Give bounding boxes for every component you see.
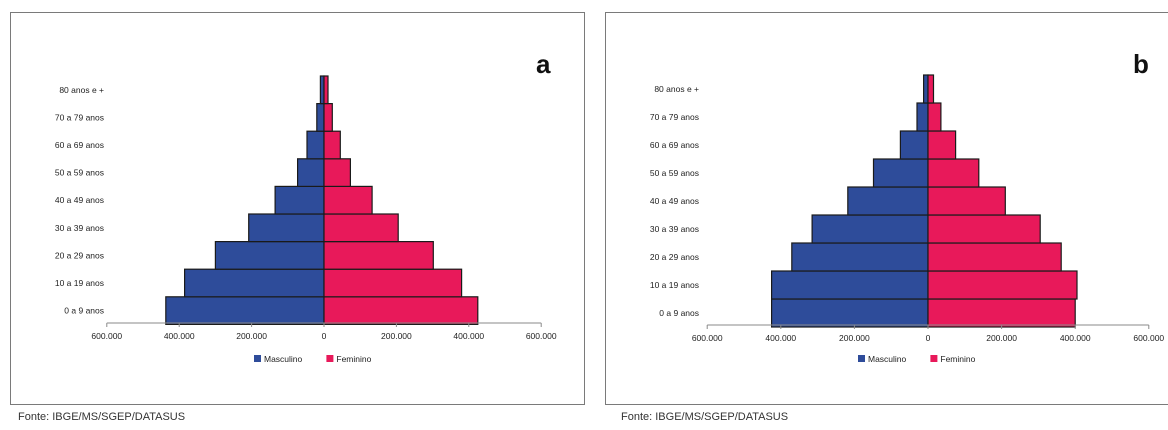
- bar-feminino-1: [927, 270, 1078, 300]
- bar-feminino-5: [927, 158, 980, 188]
- bar-masculino-2: [214, 241, 325, 270]
- legend-label-masculino: Masculino: [868, 354, 907, 364]
- bar-masculino-1: [771, 270, 929, 300]
- bar-masculino-6: [306, 130, 325, 160]
- x-tick-label-0: 600.000: [91, 331, 122, 341]
- bar-feminino-8: [927, 74, 935, 104]
- x-tick-label-1: 400.000: [164, 331, 195, 341]
- category-label-5: 50 a 59 anos: [650, 168, 699, 178]
- category-label-6: 60 a 69 anos: [650, 140, 699, 150]
- legend-label-masculino: Masculino: [264, 354, 303, 364]
- category-label-8: 80 anos e +: [654, 84, 699, 94]
- category-label-6: 60 a 69 anos: [55, 140, 104, 150]
- bar-feminino-5: [323, 158, 351, 188]
- bar-feminino-2: [927, 242, 1062, 272]
- pyramid-chart-a: 0 a 9 anos 10 a 19 anos 20 a 29 anos 30 a 3…: [55, 49, 557, 364]
- bar-feminino-6: [323, 130, 341, 160]
- bar-masculino-3: [248, 213, 325, 243]
- category-label-4: 40 a 49 anos: [650, 196, 699, 206]
- bar-feminino-2: [323, 241, 434, 270]
- panel-label: a: [536, 49, 551, 79]
- bar-feminino-7: [323, 102, 333, 132]
- x-tick-label-0: 600.000: [692, 333, 723, 343]
- x-tick-label-1: 400.000: [765, 333, 796, 343]
- legend-swatch-feminino: [326, 355, 334, 362]
- panel-label: b: [1133, 49, 1149, 79]
- x-tick-label-5: 400.000: [1060, 333, 1091, 343]
- bar-masculino-7: [916, 102, 929, 132]
- chart-frame-b: 0 a 9 anos 10 a 19 anos 20 a 29 anos 30 a 3…: [605, 12, 1168, 405]
- bar-feminino-6: [927, 130, 957, 160]
- bar-feminino-7: [927, 102, 942, 132]
- bar-feminino-1: [323, 268, 463, 298]
- bar-masculino-5: [872, 158, 929, 188]
- x-tick-label-6: 600.000: [1133, 333, 1164, 343]
- source-note-a: Fonte: IBGE/MS/SGEP/DATASUS: [18, 411, 186, 423]
- legend-swatch-masculino: [858, 355, 865, 362]
- bar-masculino-6: [899, 130, 929, 160]
- chart-frame-a: 0 a 9 anos 10 a 19 anos 20 a 29 anos 30 a 3…: [10, 12, 585, 405]
- x-tick-label-5: 400.000: [453, 331, 484, 341]
- bar-feminino-8: [323, 75, 329, 105]
- bar-masculino-1: [184, 268, 325, 298]
- category-label-3: 30 a 39 anos: [650, 224, 699, 234]
- category-label-7: 70 a 79 anos: [650, 112, 699, 122]
- bar-feminino-4: [323, 185, 373, 215]
- legend-swatch-masculino: [254, 355, 261, 362]
- pyramid-chart-b: 0 a 9 anos 10 a 19 anos 20 a 29 anos 30 a 3…: [650, 49, 1165, 364]
- x-tick-label-6: 600.000: [526, 331, 557, 341]
- category-label-1: 10 a 19 anos: [55, 278, 104, 288]
- legend-label-feminino: Feminino: [336, 354, 371, 364]
- bar-feminino-4: [927, 186, 1006, 216]
- bar-feminino-3: [323, 213, 399, 243]
- bar-feminino-3: [927, 214, 1041, 244]
- category-label-2: 20 a 29 anos: [55, 250, 104, 260]
- source-note-b: Fonte: IBGE/MS/SGEP/DATASUS: [621, 411, 789, 423]
- category-label-2: 20 a 29 anos: [650, 252, 699, 262]
- category-label-1: 10 a 19 anos: [650, 280, 699, 290]
- bar-masculino-8: [923, 74, 929, 104]
- bar-masculino-0: [771, 298, 929, 328]
- x-tick-label-3: 0: [926, 333, 931, 343]
- x-tick-label-4: 200.000: [381, 331, 412, 341]
- category-label-0: 0 a 9 anos: [659, 308, 699, 318]
- bar-feminino-0: [323, 296, 479, 325]
- category-label-8: 80 anos e +: [59, 85, 104, 95]
- bar-masculino-7: [316, 102, 325, 132]
- x-tick-label-2: 200.000: [236, 331, 267, 341]
- bar-feminino-0: [927, 298, 1076, 328]
- category-label-3: 30 a 39 anos: [55, 223, 104, 233]
- category-label-5: 50 a 59 anos: [55, 168, 104, 178]
- category-label-0: 0 a 9 anos: [64, 306, 104, 316]
- legend-swatch-feminino: [930, 355, 938, 362]
- category-label-7: 70 a 79 anos: [55, 112, 104, 122]
- bar-masculino-0: [165, 296, 325, 325]
- legend-label-feminino: Feminino: [940, 354, 975, 364]
- x-tick-label-2: 200.000: [839, 333, 870, 343]
- bar-masculino-4: [274, 185, 325, 215]
- bar-masculino-4: [847, 186, 929, 216]
- x-tick-label-3: 0: [322, 331, 327, 341]
- bar-masculino-2: [791, 242, 929, 272]
- category-label-4: 40 a 49 anos: [55, 195, 104, 205]
- x-tick-label-4: 200.000: [986, 333, 1017, 343]
- bar-masculino-5: [297, 158, 325, 188]
- bar-masculino-3: [811, 214, 929, 244]
